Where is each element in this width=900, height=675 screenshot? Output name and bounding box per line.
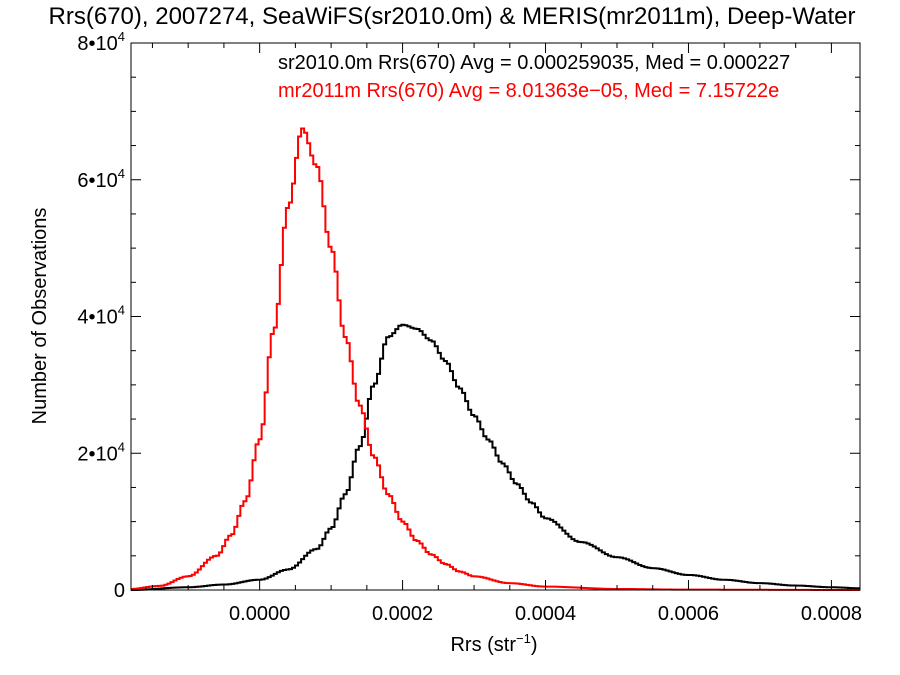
- series-1-annotation: sr2010.0m Rrs(670) Avg = 0.000259035, Me…: [278, 52, 790, 74]
- series-2-histogram-line: [131, 127, 860, 591]
- x-tick-label: 0.0004: [515, 603, 576, 625]
- y-axis-title: Number of Observations: [29, 208, 51, 425]
- y-tick-label: 6•104: [77, 166, 125, 192]
- series-1-histogram-line: [131, 323, 860, 591]
- x-tick-label: 0.0000: [229, 603, 290, 625]
- x-axis-title-superscript: −1: [516, 631, 531, 646]
- chart-title: Rrs(670), 2007274, SeaWiFS(sr2010.0m) & …: [49, 3, 856, 30]
- x-axis-title-main: Rrs (str: [450, 634, 516, 656]
- x-axis: 0.0000 0.0002 0.0004 0.0006 0.0008: [151, 43, 862, 625]
- x-tick-label: 0.0008: [801, 603, 862, 625]
- series-2-annotation: mr2011m Rrs(670) Avg = 8.01363e−05, Med …: [278, 80, 779, 102]
- x-tick-label: 0.0002: [372, 603, 433, 625]
- y-tick-label: 0: [114, 580, 125, 602]
- y-tick-label: 2•104: [77, 439, 125, 465]
- y-tick-label: 4•104: [77, 303, 125, 329]
- x-axis-title-close: ): [531, 634, 538, 656]
- series-layer: [131, 127, 860, 591]
- x-tick-label: 0.0006: [658, 603, 719, 625]
- y-tick-label: 8•104: [77, 29, 125, 55]
- y-axis: 0 2•104 4•104 6•104 8•104: [77, 29, 860, 602]
- x-axis-title: Rrs (str−1): [450, 631, 537, 656]
